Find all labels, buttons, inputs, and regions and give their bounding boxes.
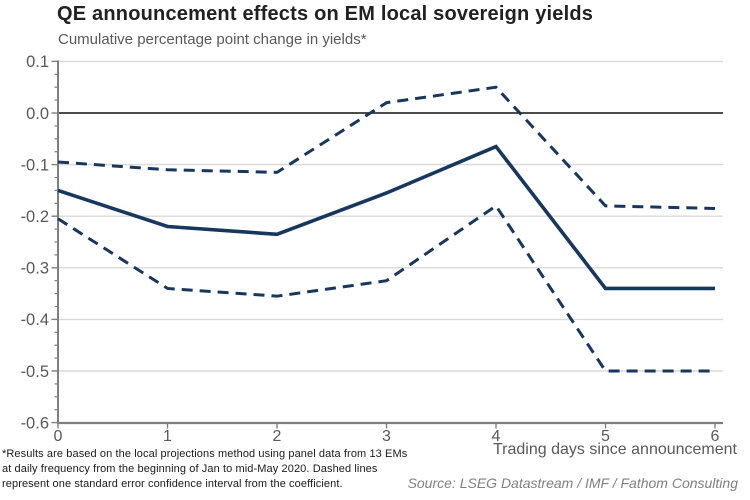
footnote-line: *Results are based on the local projecti… (2, 448, 408, 460)
footnote-line: at daily frequency from the beginning of… (2, 463, 378, 475)
y-tick-label: -0.2 (21, 208, 49, 226)
y-tick-label: -0.6 (21, 414, 49, 432)
x-tick-label: 1 (163, 428, 172, 445)
footnote-line: represent one standard error confidence … (2, 478, 343, 490)
chart-title: QE announcement effects on EM local sove… (57, 3, 594, 25)
series-line-central-estimate (57, 144, 715, 291)
y-tick-label: -0.1 (21, 156, 49, 174)
chart-subtitle: Cumulative percentage point change in yi… (58, 31, 367, 48)
x-tick-label: 4 (492, 428, 501, 445)
x-tick-label: 5 (601, 428, 610, 445)
source-credit: Source: LSEG Datastream / IMF / Fathom C… (407, 475, 738, 491)
series-line-lower-band (57, 203, 715, 373)
y-tick-label: -0.5 (21, 363, 49, 381)
footnote: *Results are based on the local projecti… (2, 447, 407, 492)
x-tick-label: 6 (711, 428, 720, 445)
x-tick-label: 3 (382, 428, 391, 445)
x-tick-label: 0 (54, 428, 63, 445)
y-tick-label: 0.1 (26, 53, 49, 71)
series-line-upper-band (57, 85, 716, 210)
x-tick-label: 2 (273, 428, 282, 445)
y-tick-label: -0.4 (21, 311, 49, 329)
y-tick-label: -0.3 (21, 260, 49, 278)
y-tick-label: 0.0 (26, 105, 49, 123)
x-axis-label: Trading days since announcement (493, 441, 737, 458)
